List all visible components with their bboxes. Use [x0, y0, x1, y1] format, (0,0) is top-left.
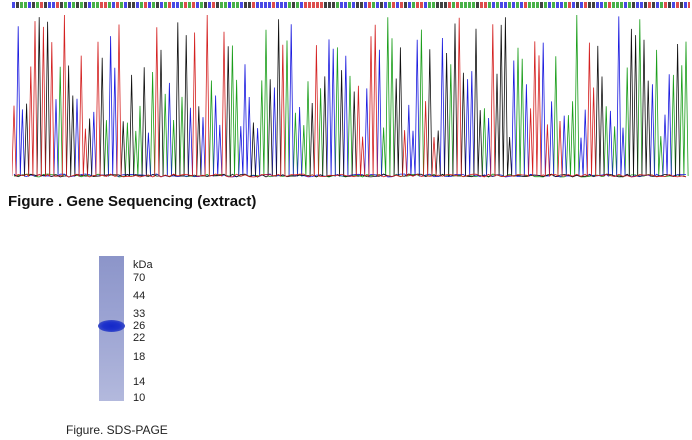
- marker-label-33: 33: [133, 308, 146, 320]
- sequencing-chromatogram: [12, 2, 690, 178]
- marker-label-10: 10: [133, 392, 146, 404]
- sds-page-gel-lane: [98, 256, 125, 401]
- marker-label-44: 44: [133, 290, 146, 302]
- base-call-strip: [12, 2, 690, 8]
- trace-T: [12, 14, 687, 178]
- marker-label-18: 18: [133, 351, 146, 363]
- trace-G: [13, 17, 687, 178]
- kda-unit-label: kDa: [133, 259, 153, 271]
- trace-C: [13, 16, 687, 178]
- marker-label-70: 70: [133, 272, 146, 284]
- figure-caption-sds-page: Figure. SDS-PAGE: [66, 423, 168, 437]
- protein-band: [98, 320, 125, 332]
- marker-label-26: 26: [133, 320, 146, 332]
- marker-label-22: 22: [133, 332, 146, 344]
- marker-label-14: 14: [133, 376, 146, 388]
- figure-caption-gene-sequencing: Figure . Gene Sequencing (extract): [8, 193, 257, 210]
- trace-A: [13, 14, 689, 178]
